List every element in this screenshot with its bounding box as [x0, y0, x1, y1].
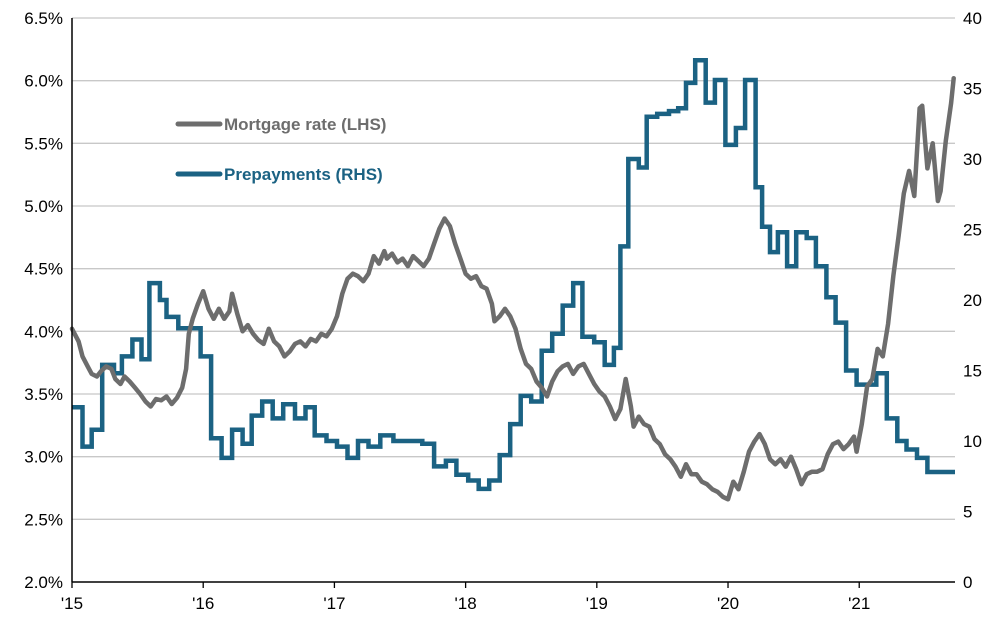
left-tick-label: 5.5% — [24, 134, 63, 153]
series-line-prepayments — [72, 58, 955, 492]
right-tick-label: 40 — [963, 9, 982, 28]
left-tick-label: 2.5% — [24, 510, 63, 529]
left-tick-label: 4.5% — [24, 260, 63, 279]
x-tick-label: '17 — [323, 594, 345, 613]
right-tick-label: 5 — [963, 503, 972, 522]
right-tick-label: 30 — [963, 150, 982, 169]
right-axis-tick-labels: 0 5 10 15 20 25 30 35 40 — [963, 9, 982, 592]
left-tick-label: 6.0% — [24, 72, 63, 91]
legend: Mortgage rate (LHS) Prepayments (RHS) — [175, 115, 386, 184]
series-layer — [69, 58, 956, 502]
right-tick-label: 0 — [963, 573, 972, 592]
left-tick-label: 5.0% — [24, 197, 63, 216]
x-tick-label: '16 — [192, 594, 214, 613]
left-tick-label: 6.5% — [24, 9, 63, 28]
right-tick-label: 10 — [963, 432, 982, 451]
left-axis-tick-labels: 2.0% 2.5% 3.0% 3.5% 4.0% 4.5% 5.0% 5.5% 6.0% 6.5% — [24, 9, 63, 592]
left-tick-label: 3.5% — [24, 385, 63, 404]
right-tick-label: 25 — [963, 221, 982, 240]
left-tick-label: 4.0% — [24, 322, 63, 341]
x-tick-label: '18 — [455, 594, 477, 613]
x-axis-tick-labels: '15 '16 '17 '18 '19 '20 '21 — [61, 594, 870, 613]
legend-label-prepayments: Prepayments (RHS) — [224, 165, 383, 184]
axes — [71, 18, 955, 588]
right-tick-label: 35 — [963, 80, 982, 99]
x-tick-label: '20 — [717, 594, 739, 613]
series-line-mortgage-rate — [69, 75, 956, 502]
gridlines — [72, 17, 955, 520]
x-tick-label: '21 — [848, 594, 870, 613]
x-tick-label: '19 — [586, 594, 608, 613]
x-tick-label: '15 — [61, 594, 83, 613]
left-tick-label: 2.0% — [24, 573, 63, 592]
left-tick-label: 3.0% — [24, 448, 63, 467]
right-tick-label: 20 — [963, 291, 982, 310]
right-tick-label: 15 — [963, 362, 982, 381]
legend-label-mortgage-rate: Mortgage rate (LHS) — [224, 115, 386, 134]
